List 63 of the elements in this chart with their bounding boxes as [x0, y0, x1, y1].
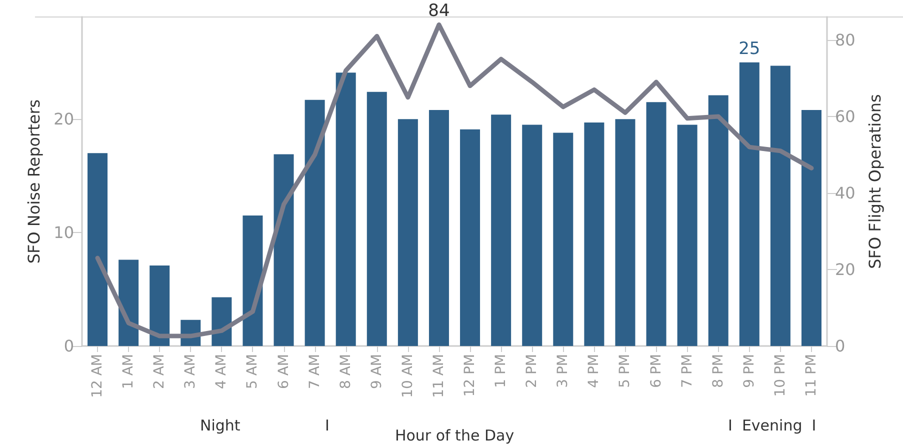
x-tick-label: 6 AM	[276, 354, 292, 390]
bar	[708, 95, 728, 346]
data-label: 84	[428, 1, 450, 22]
y2-tick-label: 80	[835, 30, 856, 50]
bar	[366, 92, 387, 346]
x-tick-label: 7 AM	[306, 354, 323, 390]
bar	[274, 154, 294, 346]
x-tick-label: 5 AM	[244, 354, 261, 390]
text: I	[324, 416, 330, 434]
y2-tick-label: 60	[835, 106, 856, 126]
x-tick-label: 9 PM	[741, 354, 758, 388]
x-tick-label: 7 PM	[679, 354, 696, 388]
x-tick-label: 1 AM	[120, 354, 137, 390]
y2-tick-label: 0	[835, 336, 846, 356]
y-tick-label: 0	[64, 336, 74, 356]
x-tick-label: 1 PM	[493, 354, 510, 388]
bar	[553, 132, 574, 346]
bar	[615, 119, 636, 346]
x-tick-label: 10 AM	[400, 354, 416, 398]
x-tick-label: 4 AM	[214, 354, 230, 390]
bar	[150, 265, 170, 346]
text: Night	[200, 416, 240, 434]
y-axis-title: SFO Noise Reporters	[24, 99, 44, 264]
y-tick-label: 10	[54, 223, 74, 242]
bar	[801, 110, 822, 346]
x-tick-label: 11 PM	[803, 354, 820, 397]
bar	[739, 62, 760, 346]
text: I Evening I	[728, 416, 816, 434]
bar	[398, 119, 418, 346]
y2-axis-title: SFO Flight Operations	[866, 94, 884, 269]
x-tick-label: 8 PM	[710, 354, 726, 388]
bar	[491, 114, 512, 346]
y-tick-label: 20	[54, 110, 74, 129]
line-series	[95, 22, 814, 338]
x-tick-label: 6 PM	[648, 354, 664, 388]
x-tick-label: 2 PM	[524, 354, 540, 388]
bar	[677, 124, 698, 346]
data-label: 25	[738, 38, 760, 59]
x-tick-label: 3 AM	[182, 354, 199, 390]
x-tick-label: 5 PM	[617, 354, 634, 388]
y2-tick-label: 20	[835, 260, 856, 279]
x-tick-label: 3 PM	[555, 354, 572, 388]
x-tick-label: 4 PM	[586, 354, 602, 388]
bar	[460, 129, 480, 346]
bar	[118, 260, 139, 346]
x-tick-label: 9 AM	[368, 354, 385, 390]
bar	[584, 122, 604, 346]
bar	[522, 124, 542, 346]
x-tick-label: 8 AM	[338, 354, 354, 390]
bar	[242, 216, 263, 346]
x-tick-label: 12 AM	[90, 354, 106, 398]
bar	[336, 72, 356, 346]
bar	[88, 153, 108, 346]
x-tick-label: 10 PM	[772, 354, 788, 397]
x-tick-label: 2 AM	[152, 354, 168, 390]
x-tick-label: 12 PM	[462, 354, 478, 397]
y2-tick-label: 40	[835, 183, 856, 202]
bar	[304, 100, 325, 346]
x-axis-title: Hour of the Day	[394, 426, 514, 444]
bar	[428, 110, 449, 346]
bar	[770, 66, 790, 346]
bar	[646, 102, 666, 346]
x-tick-label: 11 AM	[430, 354, 447, 398]
